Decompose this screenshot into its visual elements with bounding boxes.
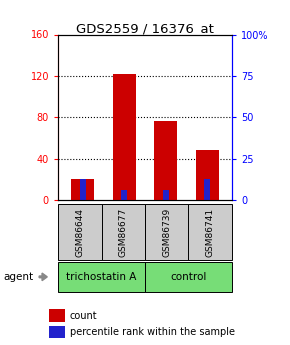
Bar <box>204 179 210 200</box>
Text: percentile rank within the sample: percentile rank within the sample <box>70 327 235 337</box>
Bar <box>71 179 94 200</box>
Text: count: count <box>70 311 97 321</box>
Bar <box>163 190 168 200</box>
Bar <box>80 179 86 200</box>
Bar <box>113 74 136 200</box>
Text: trichostatin A: trichostatin A <box>66 272 137 282</box>
Text: agent: agent <box>3 272 33 282</box>
Text: GSM86741: GSM86741 <box>206 207 215 257</box>
Bar <box>196 150 219 200</box>
Text: GSM86677: GSM86677 <box>119 207 128 257</box>
Bar <box>154 121 177 200</box>
Text: control: control <box>170 272 207 282</box>
Bar <box>122 190 127 200</box>
Text: GSM86644: GSM86644 <box>75 207 84 257</box>
Text: GDS2559 / 16376_at: GDS2559 / 16376_at <box>76 22 214 36</box>
Text: GSM86739: GSM86739 <box>162 207 171 257</box>
